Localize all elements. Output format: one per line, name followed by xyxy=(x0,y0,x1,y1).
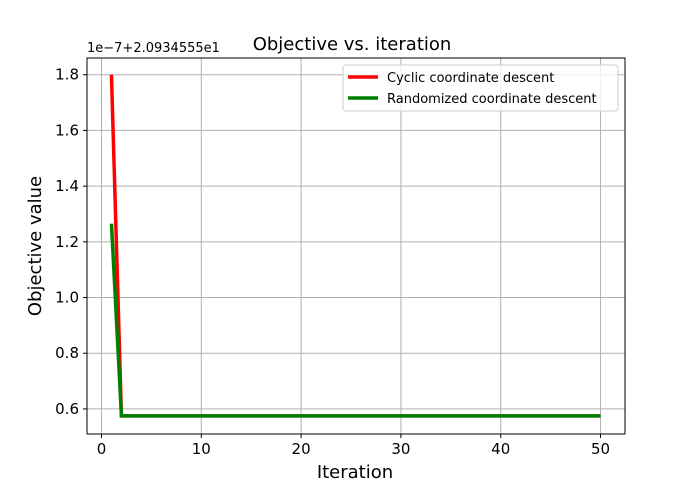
y-axis-offset-label: 1e−7+2.0934555e1 xyxy=(87,41,220,56)
y-tick-label: 1.6 xyxy=(55,121,79,139)
legend-label-cyclic: Cyclic coordinate descent xyxy=(387,71,554,86)
legend-box xyxy=(342,64,619,112)
y-tick-label: 0.8 xyxy=(55,344,79,362)
y-tick-label: 1.2 xyxy=(55,233,79,251)
x-tick-label: 30 xyxy=(391,440,410,458)
chart-title: Objective vs. iteration xyxy=(253,34,452,55)
y-tick-label: 1.4 xyxy=(55,177,79,195)
grid xyxy=(87,58,625,434)
x-tick-label: 10 xyxy=(192,440,211,458)
x-tick-label: 20 xyxy=(292,440,311,458)
series-line-cyclic-coordinate-descent xyxy=(109,74,601,418)
plot-frame xyxy=(86,57,626,435)
series-line-randomized-coordinate-descent xyxy=(109,223,601,418)
plot-lines xyxy=(109,74,601,418)
x-tick-label: 40 xyxy=(491,440,510,458)
legend-label-randomized: Randomized coordinate descent xyxy=(387,92,597,107)
y-axis-label: Objective value xyxy=(25,176,46,316)
x-tick-label: 0 xyxy=(97,440,107,458)
legend: Cyclic coordinate descent Randomized coo… xyxy=(342,64,619,112)
x-axis-label: Iteration xyxy=(317,462,393,483)
y-tick-label: 1.0 xyxy=(55,289,79,307)
axis-ticks: 0 10 20 30 40 50 0.6 0.8 1.0 1.2 1.4 1.6 1.8 xyxy=(55,66,610,458)
x-tick-label: 50 xyxy=(591,440,610,458)
y-tick-label: 0.6 xyxy=(55,400,79,418)
y-tick-label: 1.8 xyxy=(55,66,79,84)
